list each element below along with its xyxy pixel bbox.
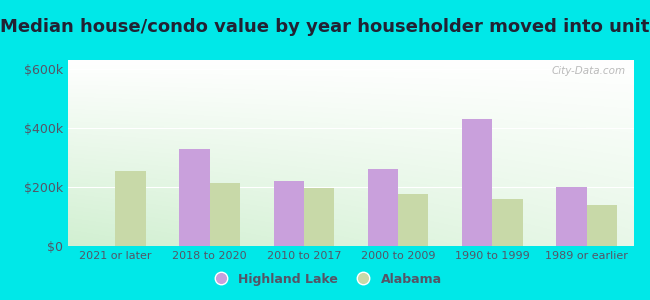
Bar: [462, 119, 493, 246]
Bar: [179, 148, 209, 246]
Text: City-Data.com: City-Data.com: [551, 66, 625, 76]
Bar: [586, 205, 617, 246]
Legend: Highland Lake, Alabama: Highland Lake, Alabama: [203, 268, 447, 291]
Bar: [209, 182, 240, 246]
Bar: [368, 169, 398, 246]
Text: Median house/condo value by year householder moved into unit: Median house/condo value by year househo…: [0, 18, 650, 36]
Bar: [304, 188, 334, 246]
Bar: [116, 171, 146, 246]
Bar: [556, 187, 586, 246]
Bar: [493, 199, 523, 246]
Bar: [398, 194, 428, 246]
Bar: [274, 181, 304, 246]
